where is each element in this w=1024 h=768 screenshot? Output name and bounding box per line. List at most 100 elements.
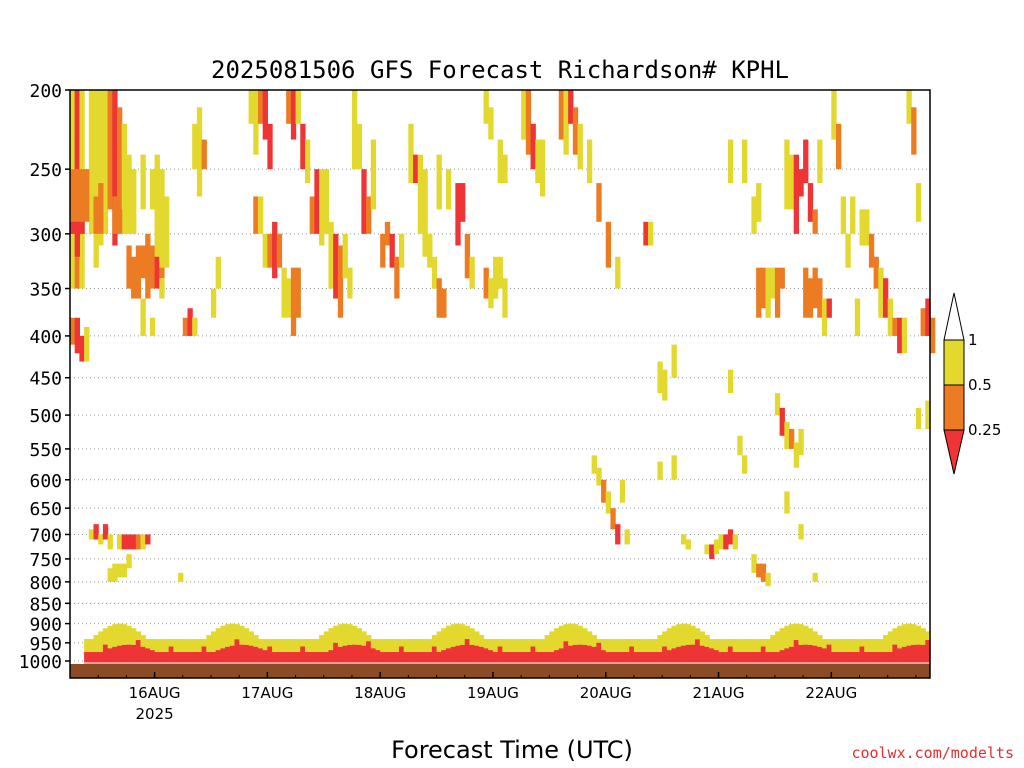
ri-cell <box>436 652 442 664</box>
ri-cell <box>187 652 193 664</box>
ri-cell <box>911 107 917 155</box>
ri-cell <box>873 652 879 664</box>
ri-cell <box>196 107 203 197</box>
ri-cell <box>859 209 865 246</box>
ri-cell <box>116 107 123 222</box>
ri-cell <box>361 645 367 664</box>
ri-cell <box>718 652 724 664</box>
ri-cell <box>295 90 301 124</box>
ri-cell <box>267 233 273 268</box>
ri-cell <box>182 317 189 336</box>
ri-cell <box>93 652 99 664</box>
ri-cell <box>187 639 193 653</box>
ri-cell <box>695 639 701 664</box>
ri-cell <box>676 624 682 647</box>
ri-cell <box>751 196 757 234</box>
ri-cell <box>751 554 757 573</box>
ri-cell <box>84 652 90 664</box>
ri-cell <box>774 652 781 664</box>
ri-cell <box>601 479 607 503</box>
ri-cell <box>850 196 856 234</box>
ri-cell <box>742 139 748 184</box>
ri-cell <box>817 646 823 664</box>
ri-cell <box>239 625 245 645</box>
ri-cell <box>121 644 127 664</box>
ri-cell <box>789 428 795 449</box>
ri-cell <box>253 635 259 647</box>
ri-cell <box>206 635 212 653</box>
y-tick-label: 200 <box>29 81 62 102</box>
colorbar-label: 1 <box>968 331 978 349</box>
ri-cell <box>178 652 184 664</box>
ri-cell <box>605 652 612 664</box>
ri-cell <box>577 123 583 170</box>
ri-cell <box>366 641 372 664</box>
ri-cell <box>657 652 663 664</box>
ri-cell <box>135 534 142 550</box>
ri-cell <box>610 652 616 664</box>
ri-cell <box>671 648 677 664</box>
ri-cell <box>760 646 767 664</box>
ri-cell <box>563 624 569 642</box>
ri-cell <box>864 209 870 246</box>
x-tick-label: 21AUG <box>693 684 745 702</box>
ri-cell <box>116 563 123 578</box>
ri-cell <box>812 267 818 309</box>
ri-cell <box>601 639 607 651</box>
y-tick-label: 900 <box>29 615 62 636</box>
ri-cell <box>121 624 127 645</box>
ri-cell <box>201 139 207 170</box>
ri-cell <box>704 635 710 647</box>
credit-link[interactable]: coolwx.com/modelts <box>851 744 1014 762</box>
ri-cell <box>243 628 250 645</box>
ri-cell <box>333 233 339 299</box>
ri-cell <box>290 267 297 336</box>
ri-cell <box>807 644 814 664</box>
ri-cell <box>727 369 734 394</box>
ri-cell <box>516 639 522 653</box>
ri-cell <box>756 652 762 664</box>
ri-cell <box>530 123 536 170</box>
ri-cell <box>793 442 800 468</box>
ri-cell <box>901 624 908 647</box>
ri-cell <box>84 169 90 222</box>
ri-cell <box>483 90 489 124</box>
ri-cell <box>337 245 344 318</box>
ri-cell <box>756 563 762 578</box>
ri-cell <box>516 652 522 664</box>
ri-cell <box>93 524 99 540</box>
ri-cell <box>836 123 842 170</box>
ri-cell <box>215 628 221 651</box>
ri-cell <box>502 278 508 318</box>
ri-cell <box>333 625 339 643</box>
ri-cell <box>469 256 475 289</box>
ri-cell <box>648 221 654 246</box>
ri-cell <box>911 644 917 664</box>
ri-cell <box>361 169 367 234</box>
ri-cell <box>366 635 372 642</box>
ri-cell <box>605 491 612 514</box>
ri-cell <box>347 624 353 645</box>
ri-cell <box>98 90 104 246</box>
ri-cell <box>413 639 419 653</box>
ri-cell <box>591 646 597 664</box>
ri-cell <box>925 631 931 641</box>
ri-cell <box>572 624 579 645</box>
ri-cell <box>210 631 217 653</box>
ri-cell <box>422 169 428 257</box>
ri-cell <box>657 461 663 480</box>
y-tick-label: 700 <box>29 525 62 546</box>
ri-cell <box>210 288 217 318</box>
ri-cell <box>84 639 90 653</box>
ri-cell <box>756 639 762 653</box>
ri-cell <box>572 644 579 664</box>
ri-cell <box>107 625 113 649</box>
ri-cell <box>163 639 170 653</box>
ri-cell <box>760 267 767 309</box>
ri-cell <box>878 652 884 664</box>
ri-cell <box>398 646 405 664</box>
ri-cell <box>549 652 555 664</box>
ri-cell <box>925 640 931 664</box>
ri-cell <box>398 233 405 268</box>
